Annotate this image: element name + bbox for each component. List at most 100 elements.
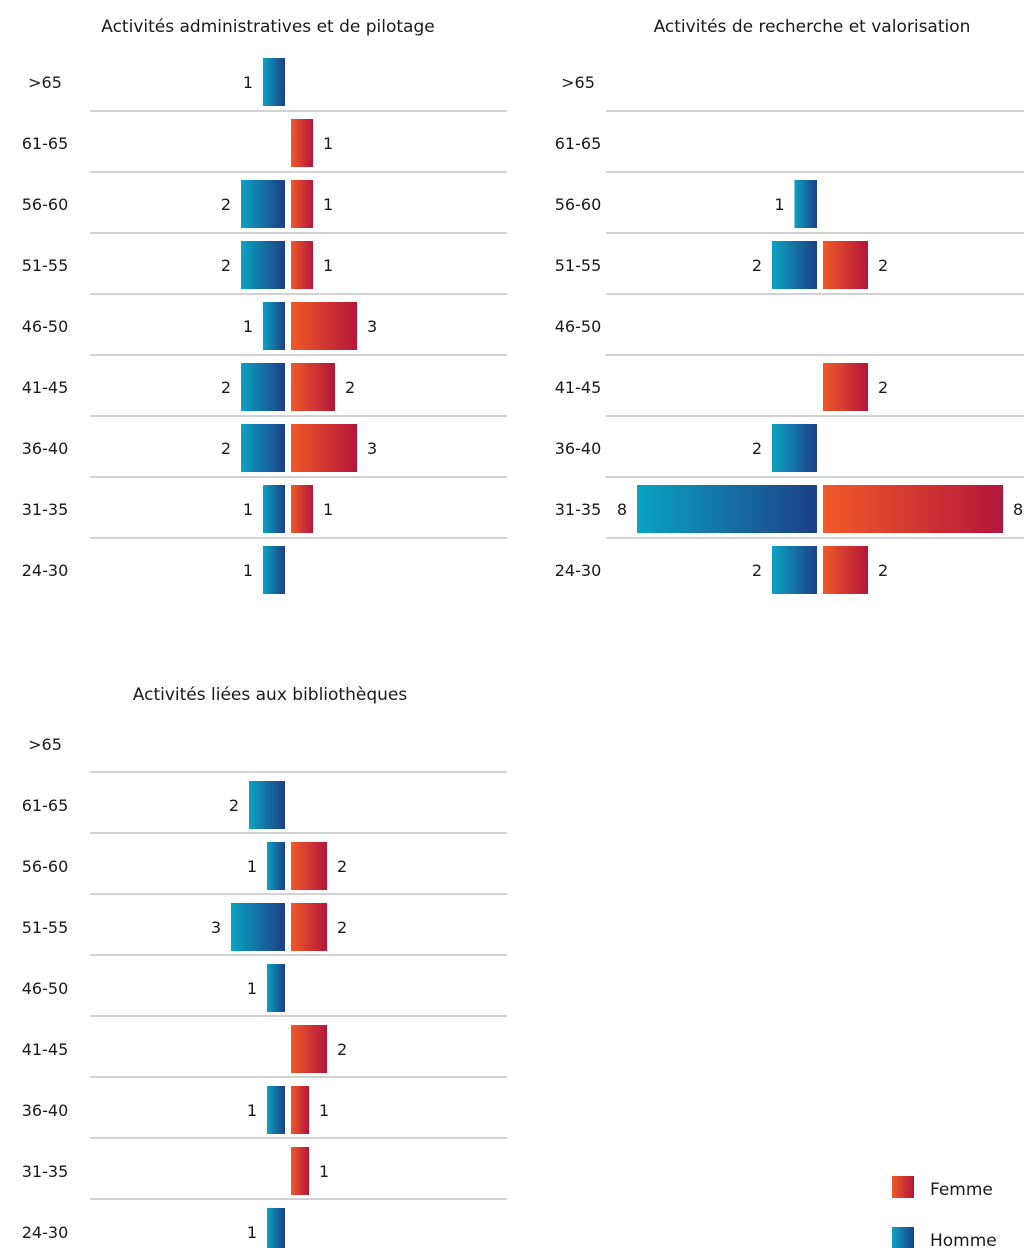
- chart-1: Activités administratives et de pilotage…: [22, 17, 507, 594]
- bar-femme: [291, 119, 313, 167]
- chart-title: Activités liées aux bibliothèques: [133, 685, 408, 705]
- bar-homme: [263, 485, 285, 533]
- category-label: >65: [28, 735, 62, 754]
- value-label-homme: 2: [221, 195, 231, 214]
- value-label-femme: 2: [337, 918, 347, 937]
- category-label: 61-65: [555, 134, 602, 153]
- value-label-homme: 2: [752, 256, 762, 275]
- category-label: 51-55: [22, 918, 69, 937]
- bar-homme: [241, 424, 285, 472]
- bar-femme: [291, 842, 327, 890]
- category-label: 56-60: [555, 195, 602, 214]
- category-label: 24-30: [22, 1223, 69, 1242]
- category-label: 41-45: [555, 378, 602, 397]
- bar-femme: [823, 363, 868, 411]
- bar-femme: [291, 485, 313, 533]
- value-label-femme: 1: [323, 500, 333, 519]
- value-label-femme: 1: [319, 1162, 329, 1181]
- value-label-homme: 1: [247, 1101, 257, 1120]
- value-label-femme: 1: [323, 256, 333, 275]
- value-label-homme: 1: [247, 857, 257, 876]
- category-label: 56-60: [22, 857, 69, 876]
- chart-3: Activités liées aux bibliothèques >65 61-6…: [22, 685, 507, 1248]
- category-label: 46-50: [22, 317, 69, 336]
- category-label: 41-45: [22, 378, 69, 397]
- value-label-femme: 3: [367, 439, 377, 458]
- bar-homme: [794, 180, 817, 228]
- value-label-homme: 2: [221, 256, 231, 275]
- bar-femme: [291, 180, 313, 228]
- value-label-homme: 1: [243, 561, 253, 580]
- chart-2: Activités de recherche et valorisation >6…: [555, 17, 1024, 594]
- legend-item-homme: Homme: [892, 1227, 997, 1248]
- bar-homme: [263, 302, 285, 350]
- bar-femme: [291, 241, 313, 289]
- bar-homme: [241, 180, 285, 228]
- legend-label-homme: Homme: [930, 1231, 997, 1248]
- bar-homme: [772, 241, 817, 289]
- legend-label-femme: Femme: [930, 1180, 993, 1200]
- bar-femme: [291, 1086, 309, 1134]
- bar-homme: [267, 842, 285, 890]
- bar-homme: [772, 546, 817, 594]
- category-label: 46-50: [22, 979, 69, 998]
- bar-femme: [291, 424, 357, 472]
- value-label-femme: 2: [878, 561, 888, 580]
- category-label: 31-35: [22, 1162, 69, 1181]
- value-label-femme: 1: [323, 195, 333, 214]
- bar-femme: [823, 485, 1003, 533]
- legend-swatch-homme: [892, 1227, 914, 1248]
- bar-femme: [291, 302, 357, 350]
- value-label-homme: 1: [774, 195, 784, 214]
- bar-homme: [249, 781, 285, 829]
- value-label-femme: 2: [878, 378, 888, 397]
- value-label-homme: 2: [752, 439, 762, 458]
- chart-title: Activités de recherche et valorisation: [654, 17, 971, 37]
- bar-homme: [267, 964, 285, 1012]
- bar-homme: [263, 58, 285, 106]
- bar-homme: [267, 1086, 285, 1134]
- category-label: 41-45: [22, 1040, 69, 1059]
- value-label-homme: 8: [617, 500, 627, 519]
- value-label-homme: 2: [221, 378, 231, 397]
- value-label-homme: 2: [752, 561, 762, 580]
- value-label-homme: 1: [243, 73, 253, 92]
- legend-swatch-femme: [892, 1176, 914, 1198]
- category-label: 61-65: [22, 796, 69, 815]
- value-label-homme: 1: [247, 1223, 257, 1242]
- category-label: >65: [28, 73, 62, 92]
- category-label: 24-30: [22, 561, 69, 580]
- bar-femme: [291, 1147, 309, 1195]
- category-label: 31-35: [555, 500, 602, 519]
- category-label: 31-35: [22, 500, 69, 519]
- category-label: 46-50: [555, 317, 602, 336]
- value-label-femme: 8: [1013, 500, 1023, 519]
- charts-layer: Activités administratives et de pilotage…: [22, 17, 1024, 1248]
- bar-femme: [823, 546, 868, 594]
- category-label: 36-40: [22, 1101, 69, 1120]
- bar-homme: [772, 424, 817, 472]
- bar-femme: [291, 903, 327, 951]
- value-label-femme: 1: [323, 134, 333, 153]
- value-label-femme: 2: [337, 857, 347, 876]
- bar-femme: [291, 1025, 327, 1073]
- chart-title: Activités administratives et de pilotage: [101, 17, 434, 37]
- bar-homme: [637, 485, 817, 533]
- category-label: 36-40: [22, 439, 69, 458]
- category-label: >65: [561, 73, 595, 92]
- bar-homme: [263, 546, 285, 594]
- bar-homme: [267, 1208, 285, 1248]
- category-label: 51-55: [22, 256, 69, 275]
- value-label-homme: 3: [211, 918, 221, 937]
- bar-femme: [823, 241, 868, 289]
- bar-homme: [241, 363, 285, 411]
- value-label-homme: 1: [247, 979, 257, 998]
- value-label-homme: 2: [229, 796, 239, 815]
- legend: Femme Homme: [892, 1176, 997, 1248]
- bar-homme: [231, 903, 285, 951]
- value-label-femme: 2: [878, 256, 888, 275]
- value-label-femme: 1: [319, 1101, 329, 1120]
- value-label-homme: 2: [221, 439, 231, 458]
- category-label: 51-55: [555, 256, 602, 275]
